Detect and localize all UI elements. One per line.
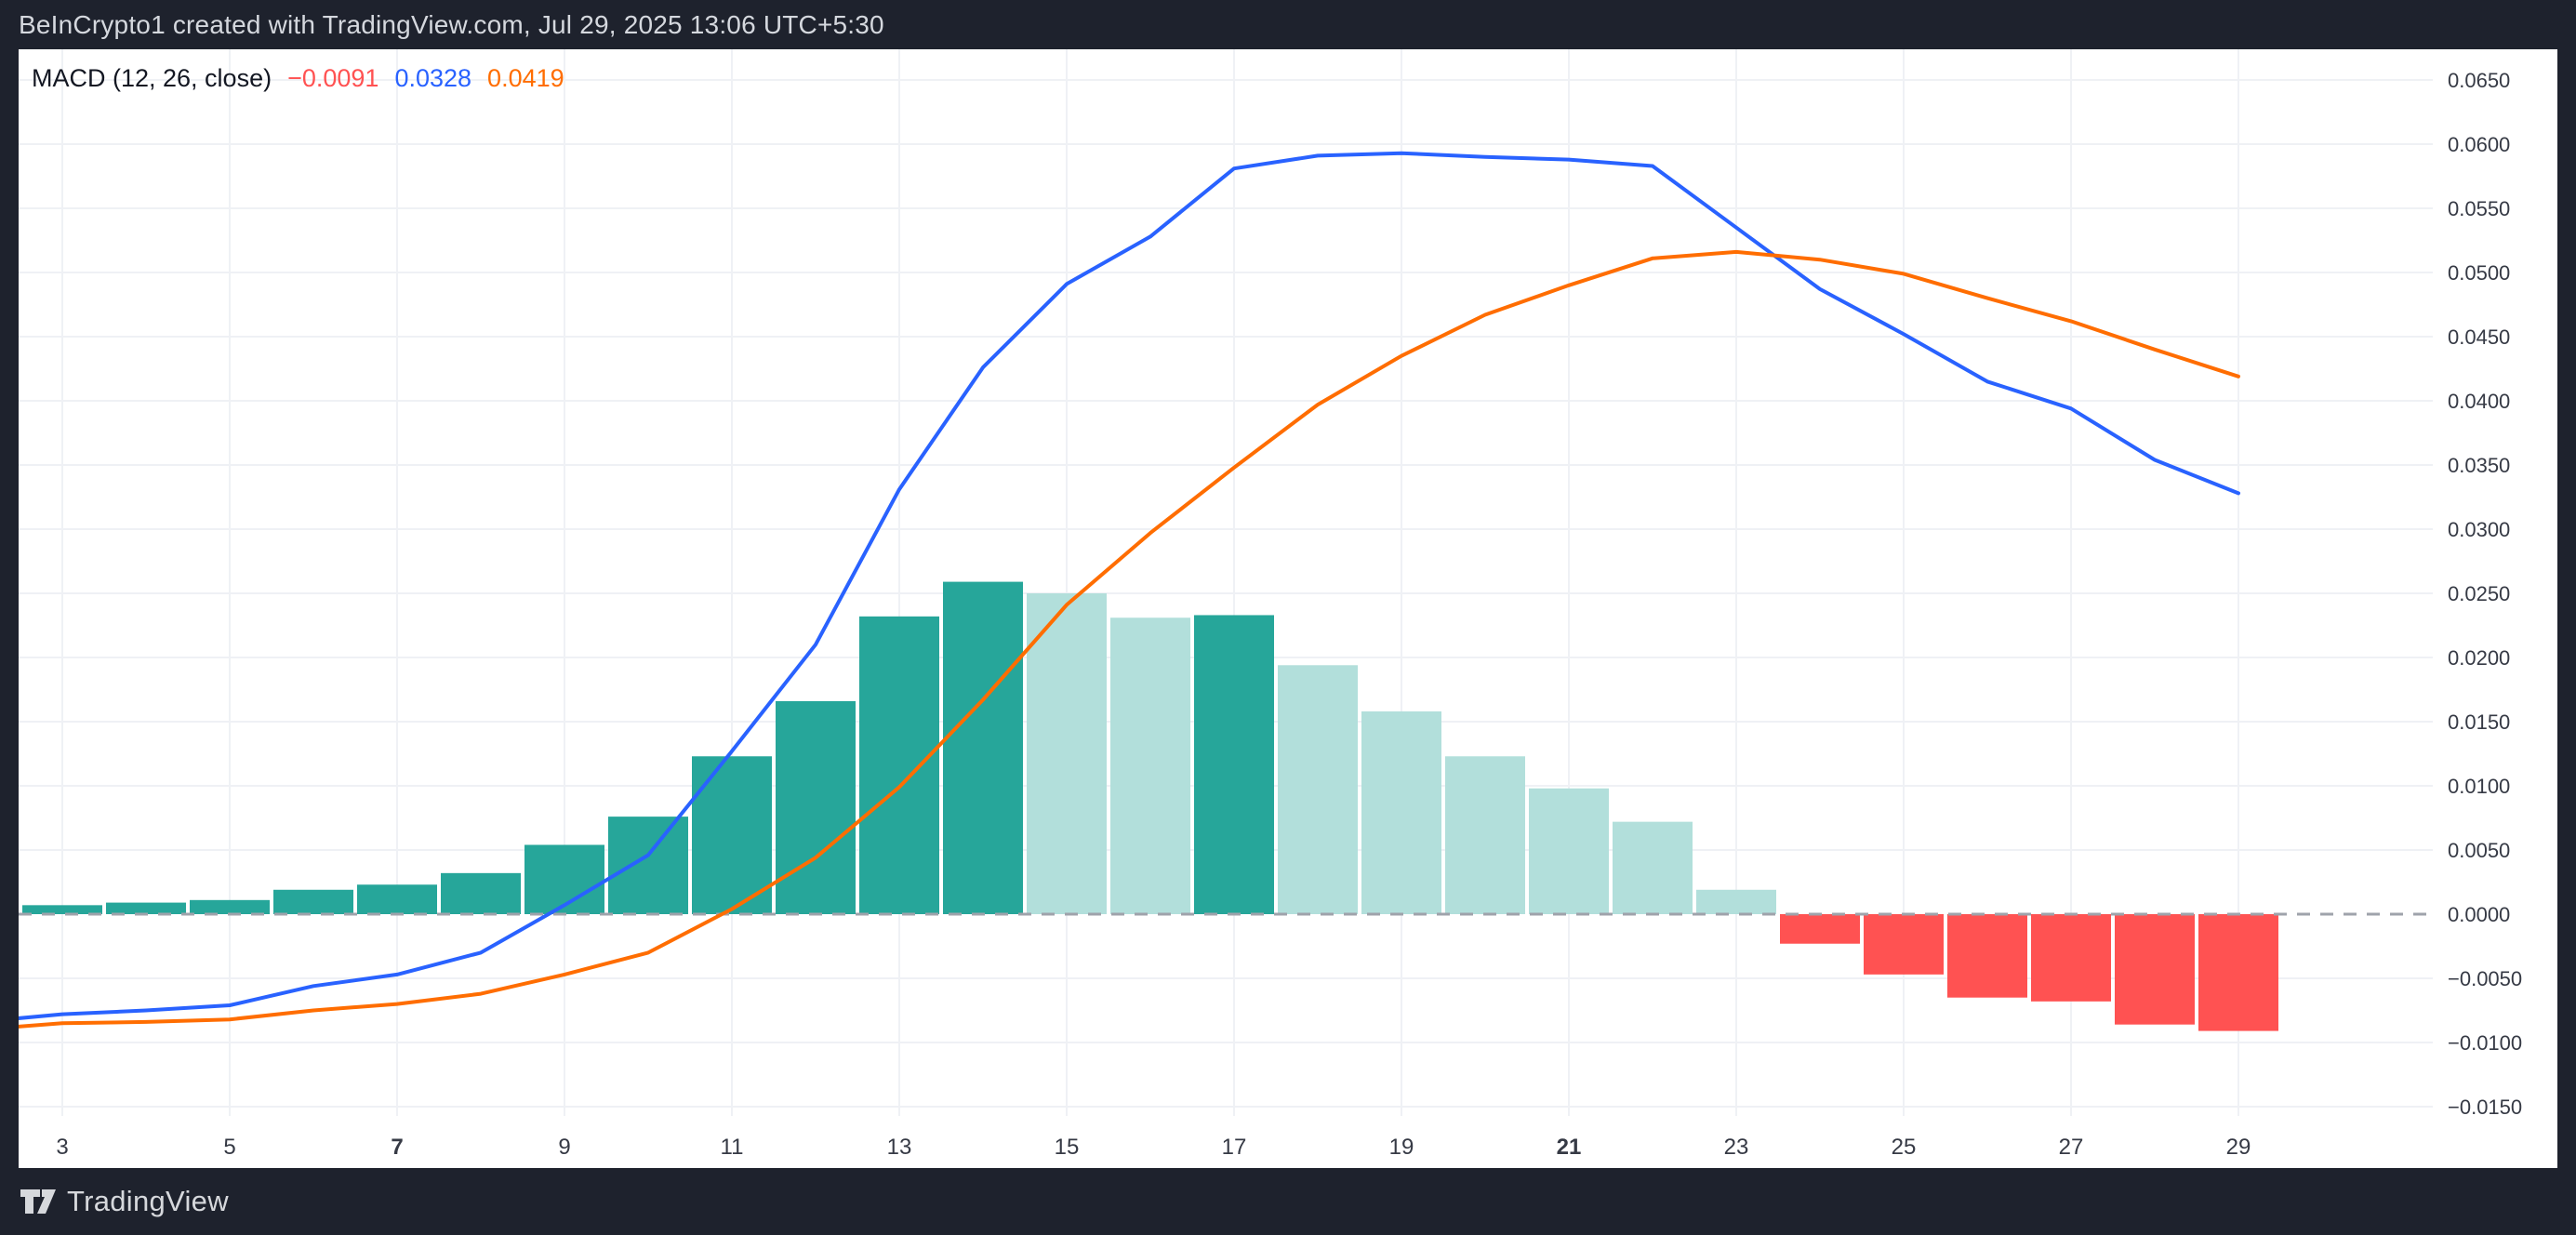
histogram-bar[interactable] [1445,756,1525,914]
signal-line[interactable] [19,249,2240,1029]
y-axis-tick-label: 0.0600 [2448,133,2510,156]
y-axis-tick-label: 0.0650 [2448,69,2510,92]
y-axis-tick-label: 0.0000 [2448,903,2510,926]
histogram-bar[interactable] [1613,821,1693,914]
x-axis-tick-label: 19 [1389,1135,1414,1160]
x-axis-tick-label: 3 [56,1135,68,1160]
histogram-bar[interactable] [1947,914,2027,998]
histogram-bar[interactable] [2198,914,2278,1031]
y-axis-tick-label: 0.0500 [2448,261,2510,285]
y-axis-tick-label: 0.0350 [2448,454,2510,477]
histogram-bar[interactable] [22,905,102,914]
x-axis-tick-label: 29 [2226,1135,2251,1160]
tradingview-brand-text[interactable]: TradingView [67,1185,229,1217]
macd-line[interactable] [19,151,2240,1022]
histogram-bar[interactable] [2031,914,2111,1002]
histogram-bar[interactable] [2115,914,2195,1025]
histogram-bar[interactable] [441,872,521,914]
x-axis-tick-label: 21 [1557,1135,1582,1160]
legend-signal-value: 0.0419 [487,64,564,92]
footer-bar: TradingView [0,1168,2576,1235]
histogram-bar[interactable] [190,899,270,914]
histogram-bar[interactable] [1278,665,1358,914]
x-axis-tick-label: 7 [391,1135,403,1160]
legend-macd-value: 0.0328 [394,64,472,92]
x-axis-tick-label: 23 [1724,1135,1749,1160]
x-axis-tick-label: 25 [1892,1135,1917,1160]
y-axis-tick-label: 0.0150 [2448,710,2510,734]
y-axis-tick-label: 0.0550 [2448,197,2510,220]
y-axis-tick-label: 0.0200 [2448,646,2510,670]
histogram-bar[interactable] [1361,710,1441,914]
macd-chart-plot[interactable]: 0.0650 0.0600 0.0550 0.0500 0.0450 0.0400 0.03… [19,49,2557,1168]
x-axis-tick-label: 15 [1055,1135,1080,1160]
y-axis-tick-label: −0.0150 [2448,1096,2522,1119]
chart-panel[interactable]: MACD (12, 26, close) −0.0091 0.0328 0.04… [19,49,2557,1168]
histogram-bar[interactable] [1194,615,1274,914]
x-axis-tick-label: 11 [721,1135,744,1160]
histogram-bar[interactable] [357,884,437,914]
y-axis-tick-label: −0.0050 [2448,967,2522,990]
y-axis-tick-label: 0.0400 [2448,390,2510,413]
x-axis-tick-label: 17 [1222,1135,1247,1160]
histogram-bar[interactable] [943,581,1023,914]
y-axis-tick-label: 0.0450 [2448,325,2510,349]
x-axis-tick-label: 5 [223,1135,235,1160]
indicator-legend[interactable]: MACD (12, 26, close) −0.0091 0.0328 0.04… [32,64,564,93]
screenshot-title: BeInCrypto1 created with TradingView.com… [19,9,884,39]
histogram-bar[interactable] [1696,889,1776,914]
histogram-bar[interactable] [859,616,939,914]
histogram-bar[interactable] [1027,593,1107,914]
histogram-bar[interactable] [524,844,604,914]
y-axis-tick-label: 0.0300 [2448,518,2510,541]
title-bar: BeInCrypto1 created with TradingView.com… [0,0,2576,49]
histogram-bar[interactable] [273,889,353,914]
histogram-bar[interactable] [1529,788,1609,914]
y-axis-tick-label: −0.0100 [2448,1031,2522,1055]
x-axis-tick-label: 27 [2059,1135,2084,1160]
y-axis-tick-label: 0.0250 [2448,582,2510,605]
y-axis-tick-label: 0.0050 [2448,839,2510,862]
indicator-title[interactable]: MACD (12, 26, close) [32,64,272,92]
x-axis-tick-label: 13 [887,1135,912,1160]
x-axis-tick-label: 9 [558,1135,570,1160]
histogram-bar[interactable] [776,700,856,914]
histogram-bar[interactable] [1864,914,1944,975]
histogram-bar[interactable] [1780,914,1860,944]
legend-histogram-value: −0.0091 [287,64,379,92]
histogram-bar[interactable] [608,817,688,914]
histogram-bar[interactable] [106,902,186,914]
y-axis-tick-label: 0.0100 [2448,775,2510,798]
tradingview-logo-icon[interactable] [20,1186,57,1217]
histogram-bar[interactable] [1110,618,1190,914]
